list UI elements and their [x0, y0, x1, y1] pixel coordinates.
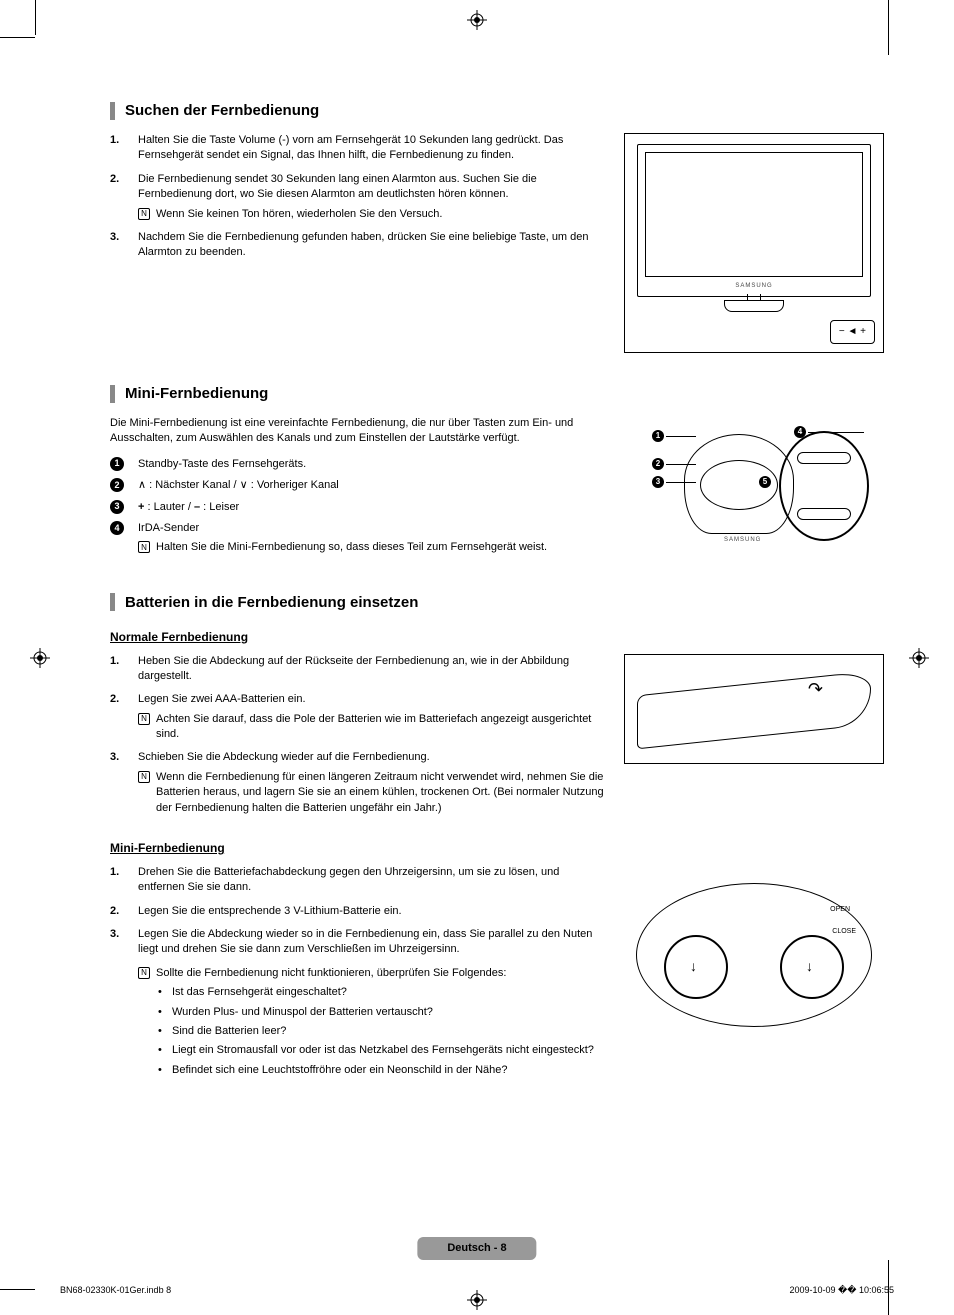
open-label: OPEN	[830, 905, 850, 915]
section-title: Suchen der Fernbedienung	[125, 100, 319, 121]
step-text: Die Fernbedienung sendet 30 Sekunden lan…	[138, 173, 537, 200]
sub-heading-mini: Mini-Fernbedienung	[110, 840, 884, 857]
step-text: Nachdem Sie die Fernbedienung gefunden h…	[138, 231, 589, 258]
item-text: Standby-Taste des Fernsehgeräts.	[138, 458, 306, 470]
section-title: Mini-Fernbedienung	[125, 383, 268, 404]
note-icon: N	[138, 541, 150, 553]
page-number-badge: Deutsch - 8	[417, 1237, 536, 1260]
callout-1-icon: 1	[652, 430, 664, 442]
section-bar-icon	[110, 102, 115, 120]
note-text: Wenn Sie keinen Ton hören, wiederholen S…	[156, 207, 442, 222]
arrow-icon: ↷	[808, 677, 823, 702]
arrow-down-icon: ↓	[806, 957, 813, 977]
registration-mark-icon	[467, 10, 487, 30]
item-text: IrDA-Sender	[138, 522, 199, 534]
item-2: 2 ∧ : Nächster Kanal / ∨ : Vorheriger Ka…	[138, 478, 604, 493]
battery-figure: ↷	[624, 654, 884, 764]
step-2: 2. Die Fernbedienung sendet 30 Sekunden …	[138, 172, 604, 222]
note-icon: N	[138, 713, 150, 725]
bullet-item: Ist das Fernsehgerät eingeschaltet?	[172, 985, 604, 1000]
doc-footer-right: 2009-10-09 �� 10:06:55	[789, 1284, 894, 1297]
step-text: Heben Sie die Abdeckung auf der Rückseit…	[138, 655, 569, 682]
item-text: + : Lauter / – : Leiser	[138, 501, 239, 513]
step-1: 1. Halten Sie die Taste Volume (-) vorn …	[138, 133, 604, 164]
tv-brand-label: SAMSUNG	[735, 282, 772, 290]
section-bar-icon	[110, 385, 115, 403]
item-1: 1 Standby-Taste des Fernsehgeräts.	[138, 457, 604, 472]
bullet-item: Befindet sich eine Leuchtstoffröhre oder…	[172, 1063, 604, 1078]
callout-2-icon: 2	[652, 458, 664, 470]
note-icon: N	[138, 771, 150, 783]
sub-heading-normal: Normale Fernbedienung	[110, 629, 884, 646]
step-3: 3. Legen Sie die Abdeckung wieder so in …	[138, 927, 604, 958]
circled-number-icon: 3	[110, 500, 124, 514]
step-1: 1. Drehen Sie die Batteriefachabdeckung …	[138, 865, 604, 896]
step-1: 1. Heben Sie die Abdeckung auf der Rücks…	[138, 654, 604, 685]
item-3: 3 + : Lauter / – : Leiser	[138, 500, 604, 515]
trouble-note: Sollte die Fernbedienung nicht funktioni…	[156, 967, 506, 979]
note-icon: N	[138, 967, 150, 979]
step-text: Legen Sie zwei AAA-Batterien ein.	[138, 693, 306, 705]
registration-mark-icon	[30, 648, 50, 668]
crop-mark	[35, 0, 36, 35]
circled-number-icon: 2	[110, 478, 124, 492]
callout-5-icon: 5	[759, 476, 771, 488]
section-search-remote: Suchen der Fernbedienung 1. Halten Sie d…	[110, 100, 884, 353]
step-2: 2. Legen Sie zwei AAA-Batterien ein. N A…	[138, 692, 604, 742]
crop-mark	[0, 1289, 35, 1290]
section-title: Batterien in die Fernbedienung einsetzen	[125, 592, 418, 613]
step-2: 2. Legen Sie die entsprechende 3 V-Lithi…	[138, 904, 604, 919]
item-4: 4 IrDA-Sender N Halten Sie die Mini-Fern…	[138, 521, 604, 556]
remote-brand-label: SAMSUNG	[724, 536, 761, 544]
note-icon: N	[138, 208, 150, 220]
registration-mark-icon	[467, 1290, 487, 1310]
item-text: ∧ : Nächster Kanal / ∨ : Vorheriger Kana…	[138, 479, 339, 491]
circled-number-icon: 1	[110, 457, 124, 471]
step-3: 3. Nachdem Sie die Fernbedienung gefunde…	[138, 230, 604, 261]
step-text: Schieben Sie die Abdeckung wieder auf di…	[138, 751, 430, 763]
step-text: Halten Sie die Taste Volume (-) vorn am …	[138, 134, 563, 161]
bullet-item: Liegt ein Stromausfall vor oder ist das …	[172, 1043, 604, 1058]
arrow-down-icon: ↓	[690, 957, 697, 977]
bullet-item: Sind die Batterien leer?	[172, 1024, 604, 1039]
step-text: Legen Sie die Abdeckung wieder so in die…	[138, 928, 592, 955]
step-text: Legen Sie die entsprechende 3 V-Lithium-…	[138, 905, 402, 917]
note-text: Achten Sie darauf, dass die Pole der Bat…	[156, 712, 604, 743]
tv-figure: SAMSUNG − ◄ +	[624, 133, 884, 353]
close-label: CLOSE	[832, 927, 856, 937]
section-batteries: Batterien in die Fernbedienung einsetzen…	[110, 592, 884, 1082]
tv-volume-callout: − ◄ +	[830, 320, 875, 344]
step-3: 3. Schieben Sie die Abdeckung wieder auf…	[138, 750, 604, 816]
section-bar-icon	[110, 593, 115, 611]
callout-3-icon: 3	[652, 476, 664, 488]
crop-mark	[0, 37, 35, 38]
lithium-battery-figure: ↓ ↓ OPEN CLOSE	[624, 865, 884, 1045]
section-mini-remote: Mini-Fernbedienung Die Mini-Fernbedienun…	[110, 383, 884, 562]
circled-number-icon: 4	[110, 521, 124, 535]
note-text: Wenn die Fernbedienung für einen längere…	[156, 770, 604, 816]
intro-text: Die Mini-Fernbedienung ist eine vereinfa…	[110, 416, 604, 447]
callout-4-icon: 4	[794, 426, 806, 438]
registration-mark-icon	[909, 648, 929, 668]
doc-footer-left: BN68-02330K-01Ger.indb 8	[60, 1284, 171, 1297]
mini-remote-figure: SAMSUNG 1 2 3 5 4	[624, 416, 884, 556]
step-text: Drehen Sie die Batteriefachabdeckung geg…	[138, 866, 559, 893]
bullet-item: Wurden Plus- und Minuspol der Batterien …	[172, 1005, 604, 1020]
crop-mark	[888, 0, 889, 55]
note-text: Halten Sie die Mini-Fernbedienung so, da…	[156, 540, 547, 555]
